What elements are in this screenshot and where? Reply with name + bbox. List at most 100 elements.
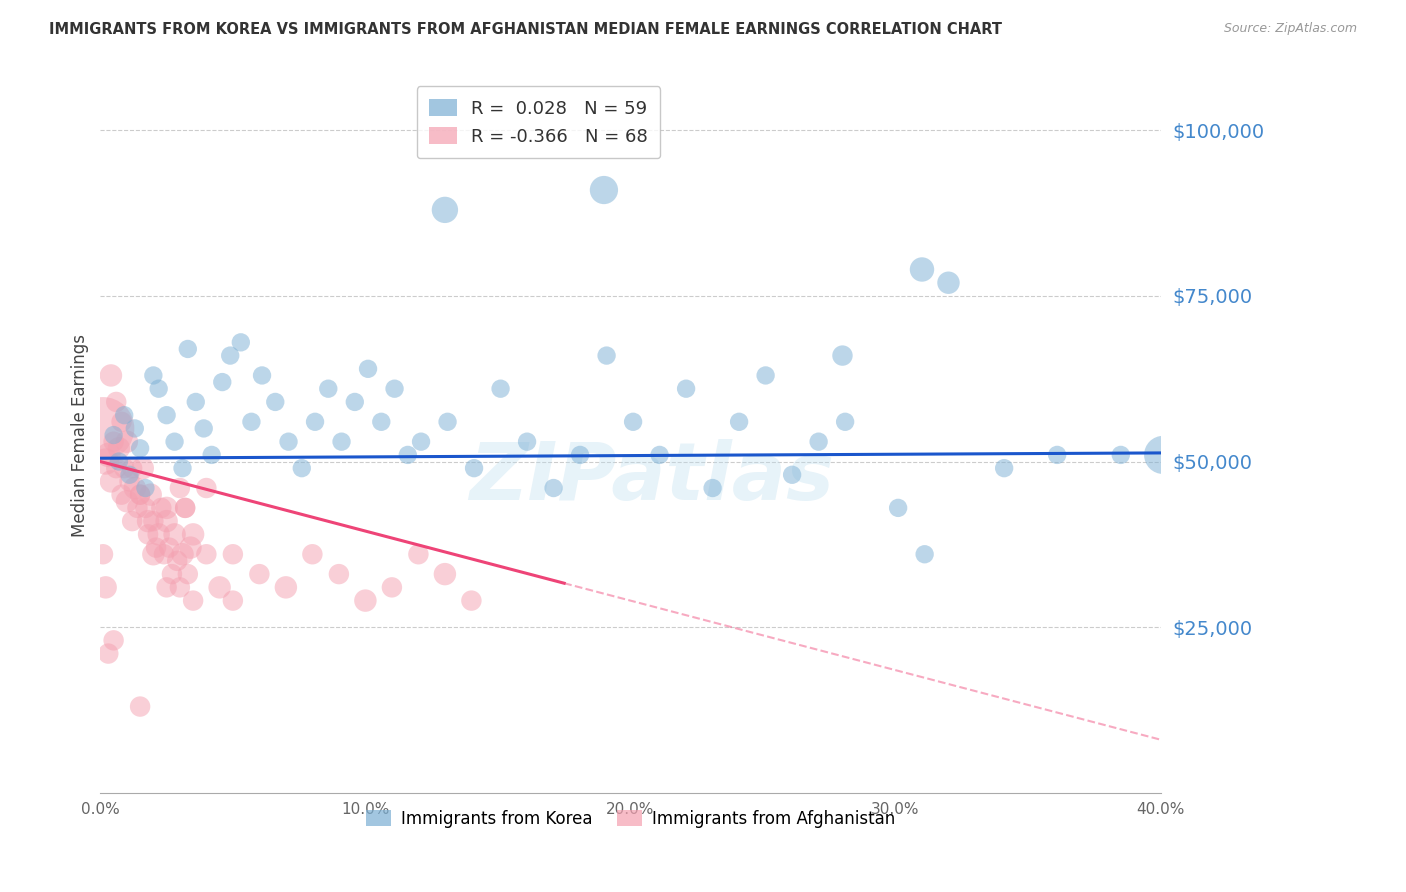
Point: [250, 368, 273, 383]
Point: [831, 349, 853, 363]
Point: [702, 481, 724, 495]
Point: [156, 500, 179, 515]
Point: [184, 395, 207, 409]
Point: [91, 547, 114, 561]
Point: [118, 475, 141, 489]
Point: [277, 434, 299, 449]
Point: [132, 461, 155, 475]
Point: [148, 382, 170, 396]
Point: [156, 408, 179, 422]
Point: [150, 500, 173, 515]
Point: [304, 415, 326, 429]
Point: [409, 434, 432, 449]
Point: [177, 342, 200, 356]
Point: [433, 567, 456, 582]
Point: [396, 448, 419, 462]
Point: [219, 349, 242, 363]
Point: [169, 481, 191, 495]
Y-axis label: Median Female Earnings: Median Female Earnings: [72, 334, 89, 537]
Point: [142, 514, 165, 528]
Point: [112, 461, 135, 475]
Point: [807, 434, 830, 449]
Point: [115, 494, 138, 508]
Point: [357, 361, 380, 376]
Point: [172, 547, 194, 561]
Point: [124, 421, 146, 435]
Point: [621, 415, 644, 429]
Point: [163, 434, 186, 449]
Point: [163, 527, 186, 541]
Point: [94, 454, 117, 468]
Point: [780, 467, 803, 482]
Point: [105, 395, 128, 409]
Point: [436, 415, 458, 429]
Point: [1152, 448, 1174, 462]
Point: [274, 580, 297, 594]
Point: [595, 349, 617, 363]
Point: [911, 262, 934, 277]
Point: [97, 647, 120, 661]
Point: [100, 475, 122, 489]
Point: [134, 481, 156, 495]
Point: [316, 382, 339, 396]
Point: [211, 375, 233, 389]
Point: [201, 448, 224, 462]
Point: [354, 593, 377, 607]
Point: [94, 580, 117, 594]
Point: [105, 461, 128, 475]
Point: [728, 415, 751, 429]
Point: [136, 514, 159, 528]
Point: [993, 461, 1015, 475]
Point: [181, 527, 204, 541]
Point: [174, 500, 197, 515]
Point: [938, 276, 960, 290]
Point: [121, 514, 143, 528]
Legend: Immigrants from Korea, Immigrants from Afghanistan: Immigrants from Korea, Immigrants from A…: [359, 803, 903, 834]
Point: [247, 567, 270, 582]
Point: [195, 547, 218, 561]
Point: [887, 500, 910, 515]
Point: [129, 488, 152, 502]
Point: [97, 448, 120, 462]
Point: [174, 500, 197, 515]
Point: [110, 488, 132, 502]
Text: IMMIGRANTS FROM KOREA VS IMMIGRANTS FROM AFGHANISTAN MEDIAN FEMALE EARNINGS CORR: IMMIGRANTS FROM KOREA VS IMMIGRANTS FROM…: [49, 22, 1002, 37]
Point: [134, 500, 156, 515]
Point: [240, 415, 263, 429]
Point: [100, 368, 122, 383]
Point: [516, 434, 538, 449]
Point: [142, 547, 165, 561]
Point: [136, 527, 159, 541]
Point: [139, 488, 162, 502]
Point: [914, 547, 936, 561]
Point: [648, 448, 671, 462]
Point: [301, 547, 323, 561]
Point: [179, 541, 201, 555]
Point: [108, 454, 131, 468]
Point: [181, 593, 204, 607]
Point: [108, 442, 131, 456]
Point: [330, 434, 353, 449]
Point: [157, 541, 180, 555]
Point: [103, 428, 125, 442]
Point: [222, 593, 245, 607]
Point: [103, 633, 125, 648]
Point: [675, 382, 697, 396]
Point: [208, 580, 231, 594]
Point: [172, 461, 194, 475]
Point: [110, 415, 132, 429]
Point: [145, 541, 167, 555]
Point: [195, 481, 218, 495]
Point: [169, 580, 191, 594]
Point: [121, 461, 143, 475]
Point: [129, 699, 152, 714]
Point: [156, 580, 179, 594]
Point: [115, 434, 138, 449]
Point: [229, 335, 252, 350]
Point: [129, 442, 152, 456]
Point: [381, 580, 404, 594]
Point: [127, 500, 149, 515]
Point: [463, 461, 485, 475]
Point: [834, 415, 856, 429]
Point: [370, 415, 392, 429]
